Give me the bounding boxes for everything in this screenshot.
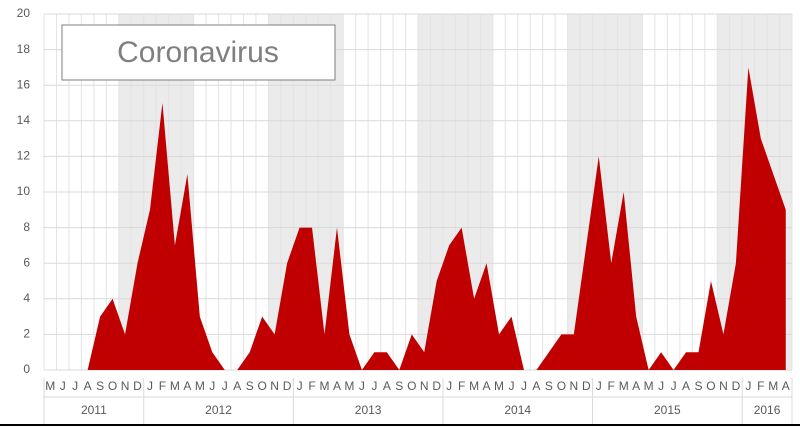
y-tick-label: 8 [23,220,30,234]
x-tick-label: D [283,379,292,393]
x-tick-label: J [509,379,515,393]
x-tick-label: J [446,379,452,393]
area [50,67,786,371]
x-tick-label: A [532,379,540,393]
title-box [61,24,336,81]
y-tick-label: 16 [17,77,31,91]
chart-title: Coronavirus [117,36,279,69]
x-tick-label: J [596,379,602,393]
x-tick-label: J [297,379,303,393]
x-tick-label: N [270,379,279,393]
y-tick-label: 2 [23,327,30,341]
x-tick-label: J [658,379,664,393]
y-tick-label: 20 [17,6,31,20]
x-tick-label: J [147,379,153,393]
x-tick-label: J [371,379,377,393]
y-tick-label: 0 [23,362,30,376]
x-tick-label: A [84,379,92,393]
x-tick-label: D [133,379,142,393]
year-label: 2015 [654,403,681,417]
x-tick-label: M [469,379,479,393]
x-tick-label: D [432,379,441,393]
x-tick-label: D [732,379,741,393]
x-tick-label: O [557,379,566,393]
x-tick-label: O [706,379,715,393]
x-tick-label: S [96,379,104,393]
x-tick-label: S [545,379,553,393]
x-tick-label: J [209,379,215,393]
x-tick-label: A [233,379,241,393]
x-tick-label: A [632,379,640,393]
marks [50,67,786,371]
x-tick-label: M [619,379,629,393]
year-label: 2012 [205,403,232,417]
x-tick-label: J [222,379,228,393]
y-tick-label: 4 [23,291,30,305]
year-label: 2016 [754,403,781,417]
x-tick-label: M [494,379,504,393]
x-tick-label: M [344,379,354,393]
year-label: 2013 [355,403,382,417]
x-tick-label: J [671,379,677,393]
x-tick-label: M [644,379,654,393]
x-tick-label: A [782,379,790,393]
x-tick-label: D [582,379,591,393]
x-tick-label: F [159,379,166,393]
x-tick-label: J [72,379,78,393]
x-tick-label: A [183,379,191,393]
y-tick-label: 18 [17,42,31,56]
y-tick-label: 12 [17,149,31,163]
x-tick-label: M [170,379,180,393]
x-tick-label: O [108,379,117,393]
x-tick-label: O [257,379,266,393]
y-tick-label: 6 [23,255,30,269]
x-tick-label: O [407,379,416,393]
x-tick-label: S [246,379,254,393]
x-tick-label: M [195,379,205,393]
x-tick-label: M [45,379,55,393]
x-tick-label: F [608,379,615,393]
x-tick-label: F [458,379,465,393]
x-tick-label: J [745,379,751,393]
x-tick-label: A [682,379,690,393]
x-tick-label: M [768,379,778,393]
year-label: 2014 [504,403,531,417]
x-tick-label: A [383,379,391,393]
x-tick-label: N [719,379,728,393]
x-tick-label: A [333,379,341,393]
x-tick-label: S [395,379,403,393]
x-tick-label: N [121,379,130,393]
x-tick-label: N [569,379,578,393]
x-tick-label: A [483,379,491,393]
x-tick-label: F [757,379,764,393]
x-tick-label: N [420,379,429,393]
x-tick-label: J [521,379,527,393]
y-tick-label: 14 [17,113,31,127]
x-tick-label: S [694,379,702,393]
x-tick-label: M [320,379,330,393]
x-tick-label: F [308,379,315,393]
y-tick-label: 10 [17,184,31,198]
x-tick-label: J [359,379,365,393]
x-tick-label: J [60,379,66,393]
year-label: 2011 [81,403,107,417]
